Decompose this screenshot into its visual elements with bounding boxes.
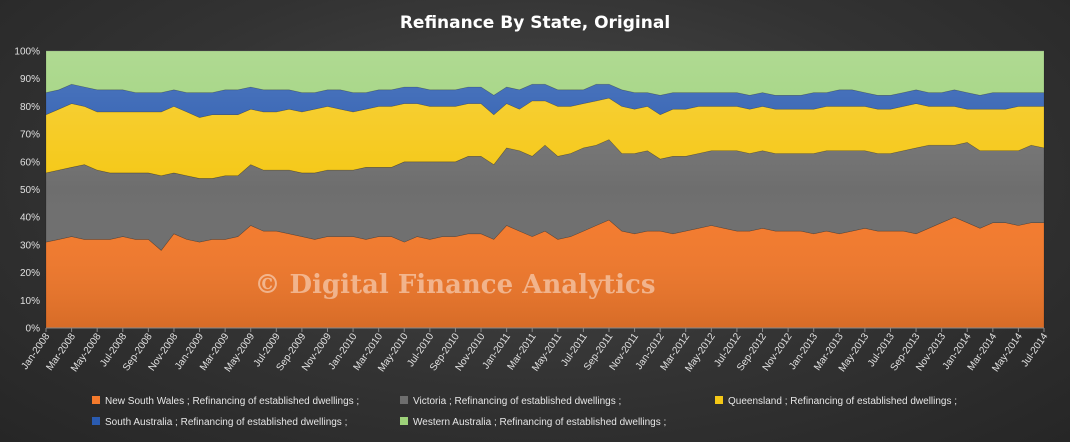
legend-label: Queensland ; Refinancing of established … <box>728 396 957 407</box>
legend-item-4: South Australia ; Refinancing of establi… <box>92 417 347 428</box>
y-tick-label: 30% <box>20 240 40 251</box>
legend-label: Western Australia ; Refinancing of estab… <box>413 417 666 428</box>
legend-swatch <box>92 417 100 425</box>
legend-label: Victoria ; Refinancing of established dw… <box>413 396 621 407</box>
legend-swatch <box>400 417 408 425</box>
legend: New South Wales ; Refinancing of establi… <box>92 396 957 428</box>
watermark: © Digital Finance Analytics <box>255 270 656 300</box>
legend-item-5: Western Australia ; Refinancing of estab… <box>400 417 666 428</box>
y-tick-label: 10% <box>20 296 40 307</box>
legend-item-1: New South Wales ; Refinancing of establi… <box>92 396 359 407</box>
legend-item-2: Victoria ; Refinancing of established dw… <box>400 396 621 407</box>
legend-item-3: Queensland ; Refinancing of established … <box>715 396 957 407</box>
y-tick-label: 50% <box>20 185 40 196</box>
y-tick-label: 40% <box>20 213 40 224</box>
y-tick-label: 20% <box>20 268 40 279</box>
x-tick-label: Jul-2014 <box>1019 331 1050 369</box>
legend-swatch <box>715 396 723 404</box>
legend-swatch <box>400 396 408 404</box>
y-axis: 0% 10% 20% 30% 40% 50% 60% 70% 80% 90% 100% <box>14 47 40 335</box>
x-axis: Jan-2008Mar-2008May-2008Jul-2008Sep-2008… <box>20 327 1051 374</box>
y-tick-label: 70% <box>20 130 40 141</box>
legend-swatch <box>92 396 100 404</box>
legend-label: South Australia ; Refinancing of establi… <box>105 417 347 428</box>
y-tick-label: 100% <box>14 47 40 58</box>
y-tick-label: 90% <box>20 74 40 85</box>
y-tick-label: 60% <box>20 157 40 168</box>
y-tick-label: 80% <box>20 102 40 113</box>
legend-label: New South Wales ; Refinancing of establi… <box>105 396 359 407</box>
y-tick-label: 0% <box>26 324 41 335</box>
chart-title: Refinance By State, Original <box>400 13 670 33</box>
